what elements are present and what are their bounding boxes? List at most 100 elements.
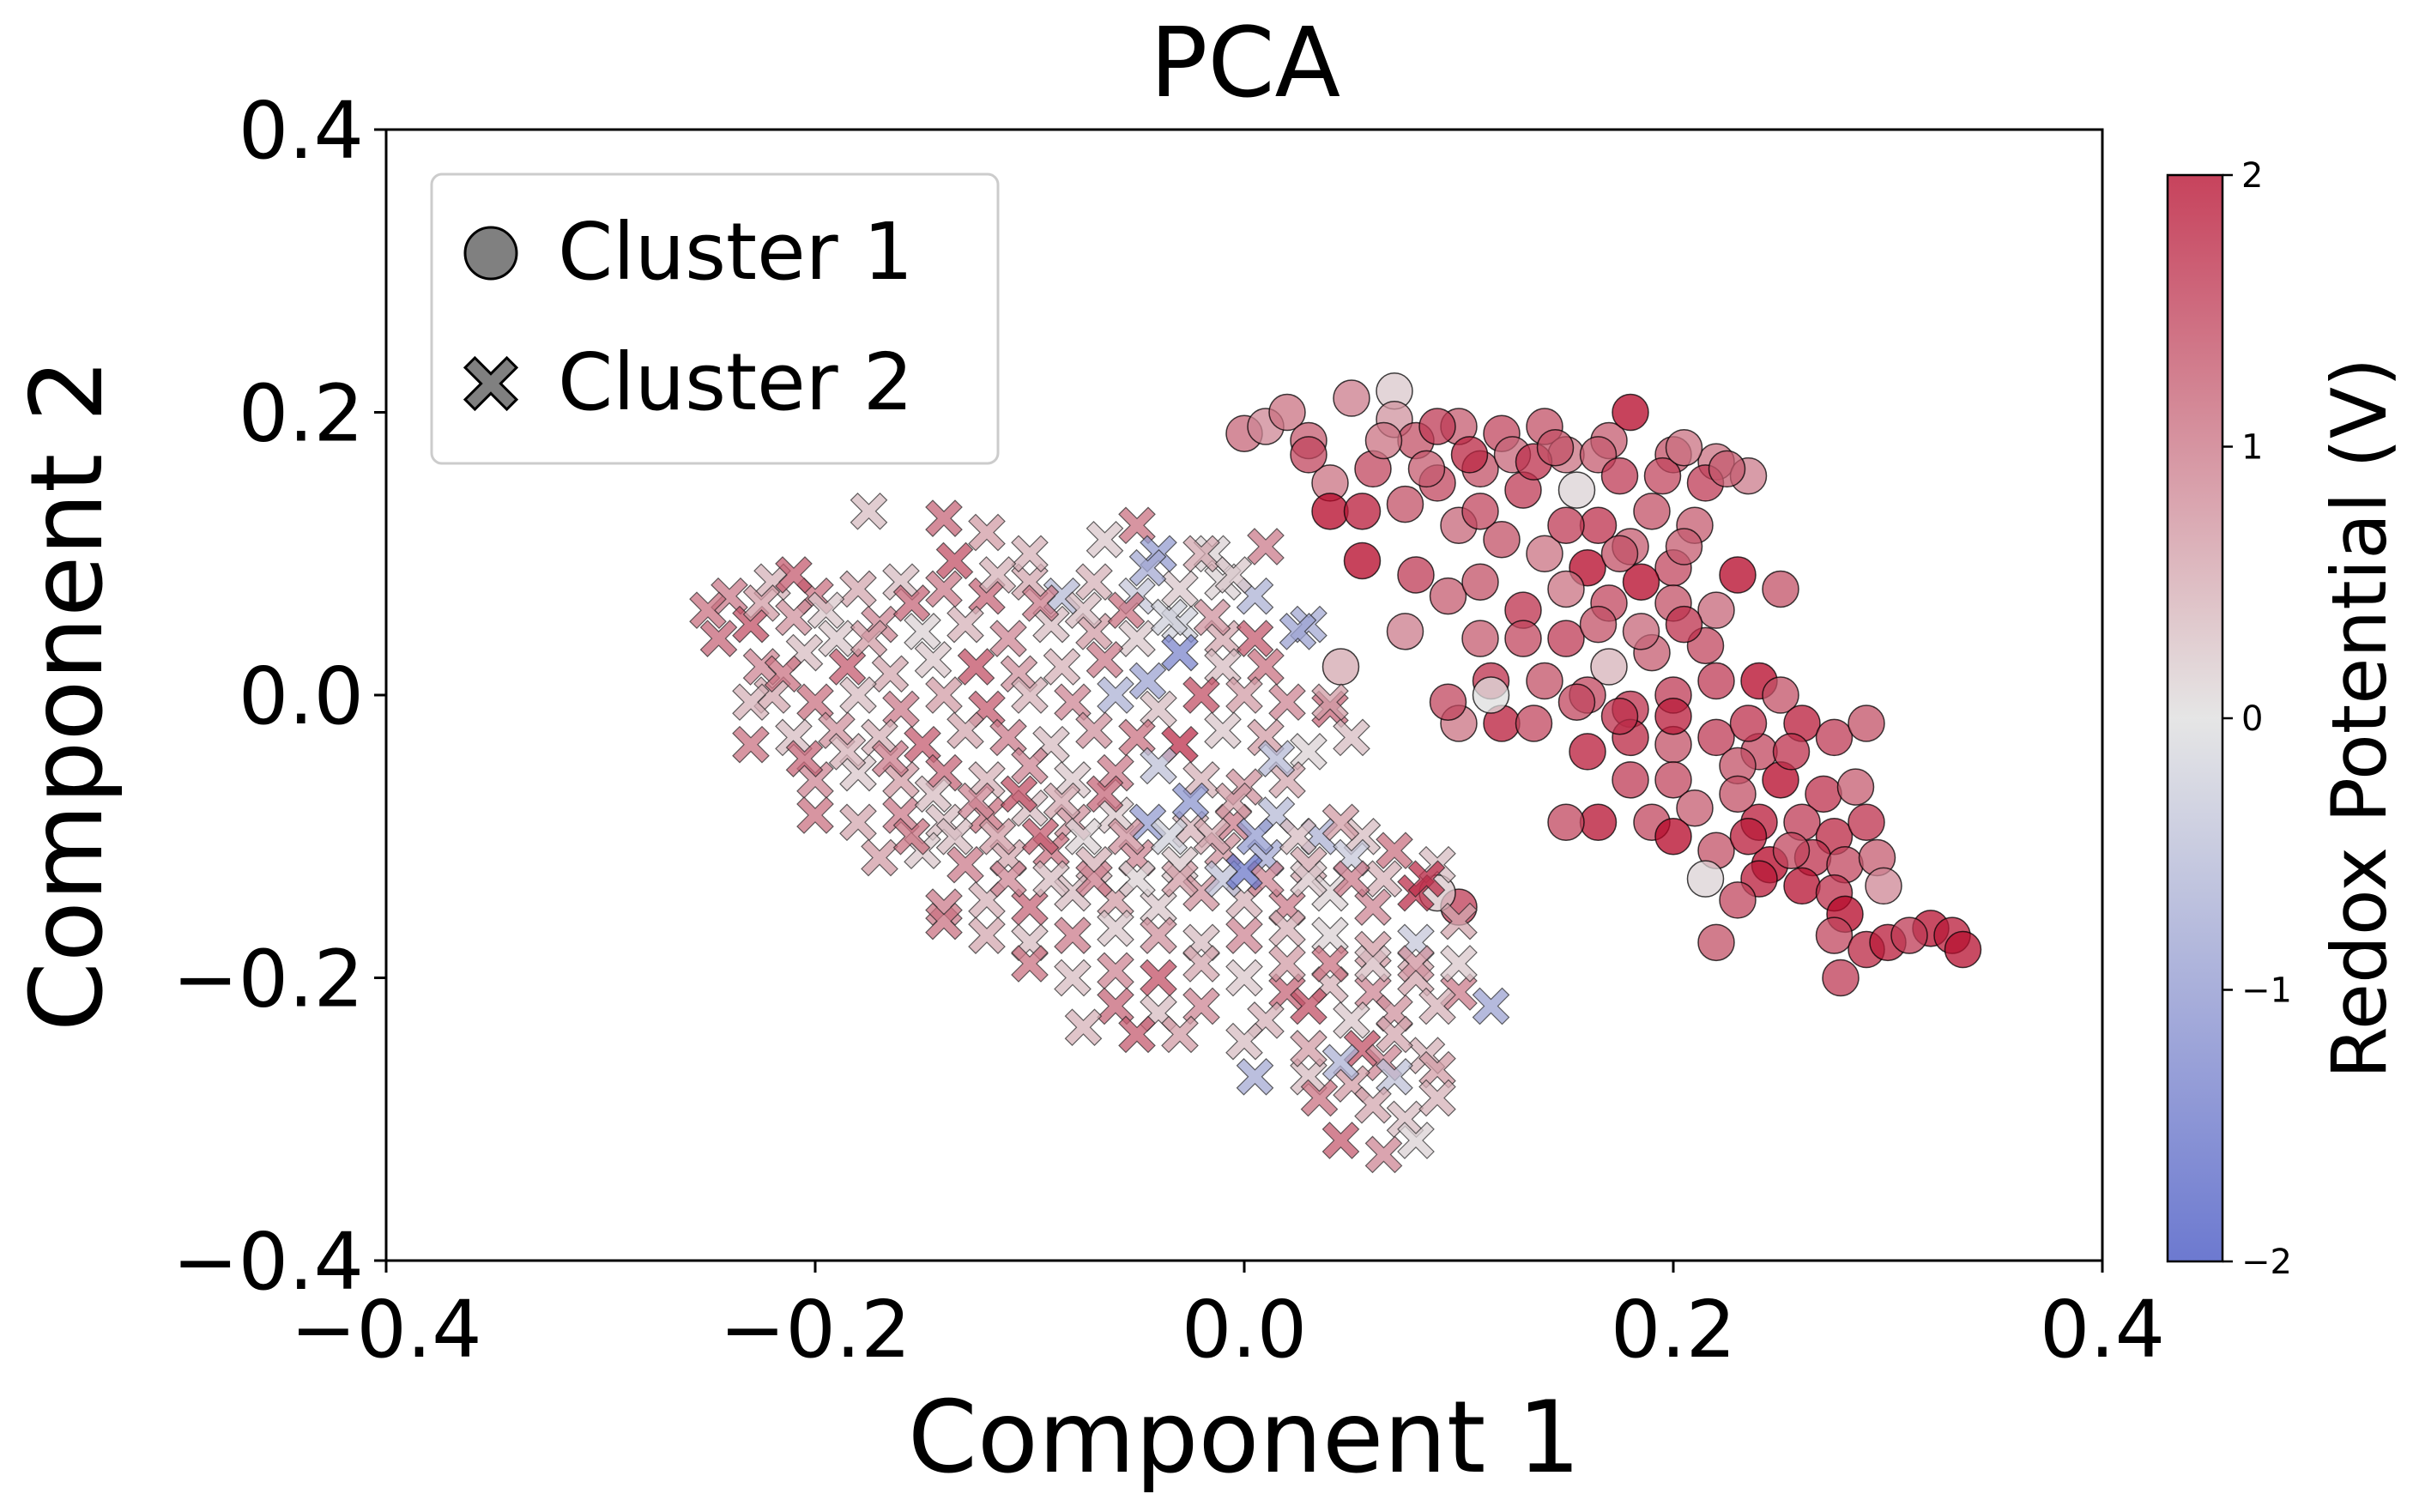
cluster-2-point (1193, 817, 1231, 856)
cluster-2-point (850, 620, 888, 657)
cluster-1-point (1268, 393, 1306, 432)
cluster-2-point (1279, 817, 1317, 856)
cluster-2-point (1300, 1079, 1339, 1117)
colorbar-tick-label: 1 (2241, 428, 2263, 468)
cluster-2-point (1407, 860, 1446, 898)
cluster-2-point (1161, 570, 1199, 608)
cluster-2-point (1140, 747, 1177, 785)
cluster-2-point (1054, 916, 1092, 954)
cluster-1-point (1633, 493, 1671, 530)
cluster-1-point (1557, 471, 1596, 509)
cluster-2-point (1140, 916, 1177, 954)
cluster-2-point (1140, 959, 1177, 997)
cluster-2-point (1118, 860, 1156, 898)
cluster-2-point (1268, 909, 1306, 947)
cluster-1-point (1848, 705, 1885, 742)
cluster-2-point (775, 556, 813, 594)
colorbar-tick-label: 0 (2241, 699, 2263, 739)
cluster-2-point (1397, 1122, 1435, 1159)
cluster-2-point (1011, 945, 1049, 983)
cluster-2-point (1150, 817, 1188, 856)
cluster-2-point (1311, 683, 1349, 722)
cluster-1-point (1290, 436, 1327, 474)
cluster-2-point (882, 690, 920, 729)
cluster-2-point (1418, 1050, 1456, 1089)
colorbar-tick-label: −1 (2241, 971, 2292, 1011)
cluster-2-point (1472, 987, 1510, 1025)
cluster-2-point (1097, 676, 1134, 714)
cluster-2-point (1279, 613, 1317, 650)
cluster-2-point (1054, 959, 1092, 997)
cluster-2-point (796, 796, 834, 834)
cluster-2-point (892, 817, 931, 856)
cluster-2-point (828, 733, 867, 771)
cluster-1-point (1547, 506, 1585, 545)
cluster-2-point (1000, 775, 1038, 813)
points-layer (689, 372, 1982, 1174)
cluster-1-point (1772, 832, 1811, 869)
cluster-1-point (1654, 697, 1692, 735)
cluster-1-point (1504, 620, 1542, 657)
legend-x-marker (463, 355, 519, 412)
cluster-2-point (989, 860, 1027, 898)
y-axis: −0.4 −0.2 0.0 0.2 0.4 (172, 85, 386, 1308)
cluster-1-point (1579, 605, 1618, 644)
cluster-1-point (1515, 705, 1553, 742)
y-tick-label: 0.0 (239, 650, 364, 742)
cluster-2-point (1193, 598, 1231, 637)
cluster-2-point (1321, 1043, 1360, 1082)
cluster-2-point (1182, 945, 1220, 983)
cluster-2-point (1043, 782, 1081, 820)
cluster-2-point (946, 605, 984, 644)
cluster-2-point (1054, 683, 1092, 722)
cluster-1-point (1612, 761, 1649, 799)
cluster-2-point (1086, 640, 1124, 679)
cluster-2-point (1311, 945, 1349, 983)
cluster-2-point (1321, 1122, 1360, 1159)
y-tick-label: −0.4 (172, 1216, 364, 1308)
x-tick-label: 0.0 (1182, 1284, 1307, 1376)
cluster-2-point (1321, 803, 1360, 842)
cluster-2-point (946, 711, 984, 750)
cluster-1-point (1622, 563, 1660, 601)
cluster-2-point (1171, 782, 1210, 820)
cluster-2-point (914, 775, 952, 813)
cluster-1-point (1547, 570, 1585, 608)
cluster-2-point (1354, 888, 1392, 926)
cluster-2-point (946, 845, 984, 884)
legend-label-cluster-1: Cluster 1 (558, 206, 913, 298)
cluster-2-point (968, 916, 1006, 954)
cluster-2-point (1364, 1135, 1403, 1174)
cluster-1-point (1364, 421, 1403, 460)
cluster-2-point (1043, 648, 1081, 686)
cluster-2-point (1225, 676, 1263, 714)
cluster-2-point (1032, 860, 1070, 898)
legend: Cluster 1 Cluster 2 (430, 172, 1000, 465)
cluster-2-point (925, 676, 963, 714)
y-tick-label: 0.4 (239, 85, 364, 177)
legend-label-cluster-2: Cluster 2 (558, 336, 913, 428)
cluster-1-point (1612, 393, 1649, 432)
cluster-2-point (1290, 733, 1327, 771)
cluster-2-point (1397, 945, 1435, 983)
cluster-2-point (1236, 620, 1274, 657)
cluster-2-point (1418, 987, 1456, 1025)
cluster-2-point (1440, 945, 1478, 983)
cluster-1-point (1343, 541, 1382, 580)
cluster-2-point (925, 902, 963, 940)
cluster-2-point (1021, 817, 1060, 856)
cluster-1-point (1321, 648, 1360, 686)
cluster-2-point (989, 620, 1027, 657)
cluster-1-point (1697, 662, 1735, 700)
cluster-2-point (1236, 1057, 1274, 1096)
cluster-1-point (1762, 676, 1799, 714)
cluster-1-point (1590, 648, 1628, 686)
cluster-2-point (1097, 909, 1134, 947)
cluster-2-point (1354, 945, 1392, 983)
cluster-1-point (1429, 683, 1467, 721)
cluster-1-point (1536, 428, 1575, 467)
cluster-2-point (1161, 860, 1199, 898)
cluster-2-point (978, 817, 1017, 856)
